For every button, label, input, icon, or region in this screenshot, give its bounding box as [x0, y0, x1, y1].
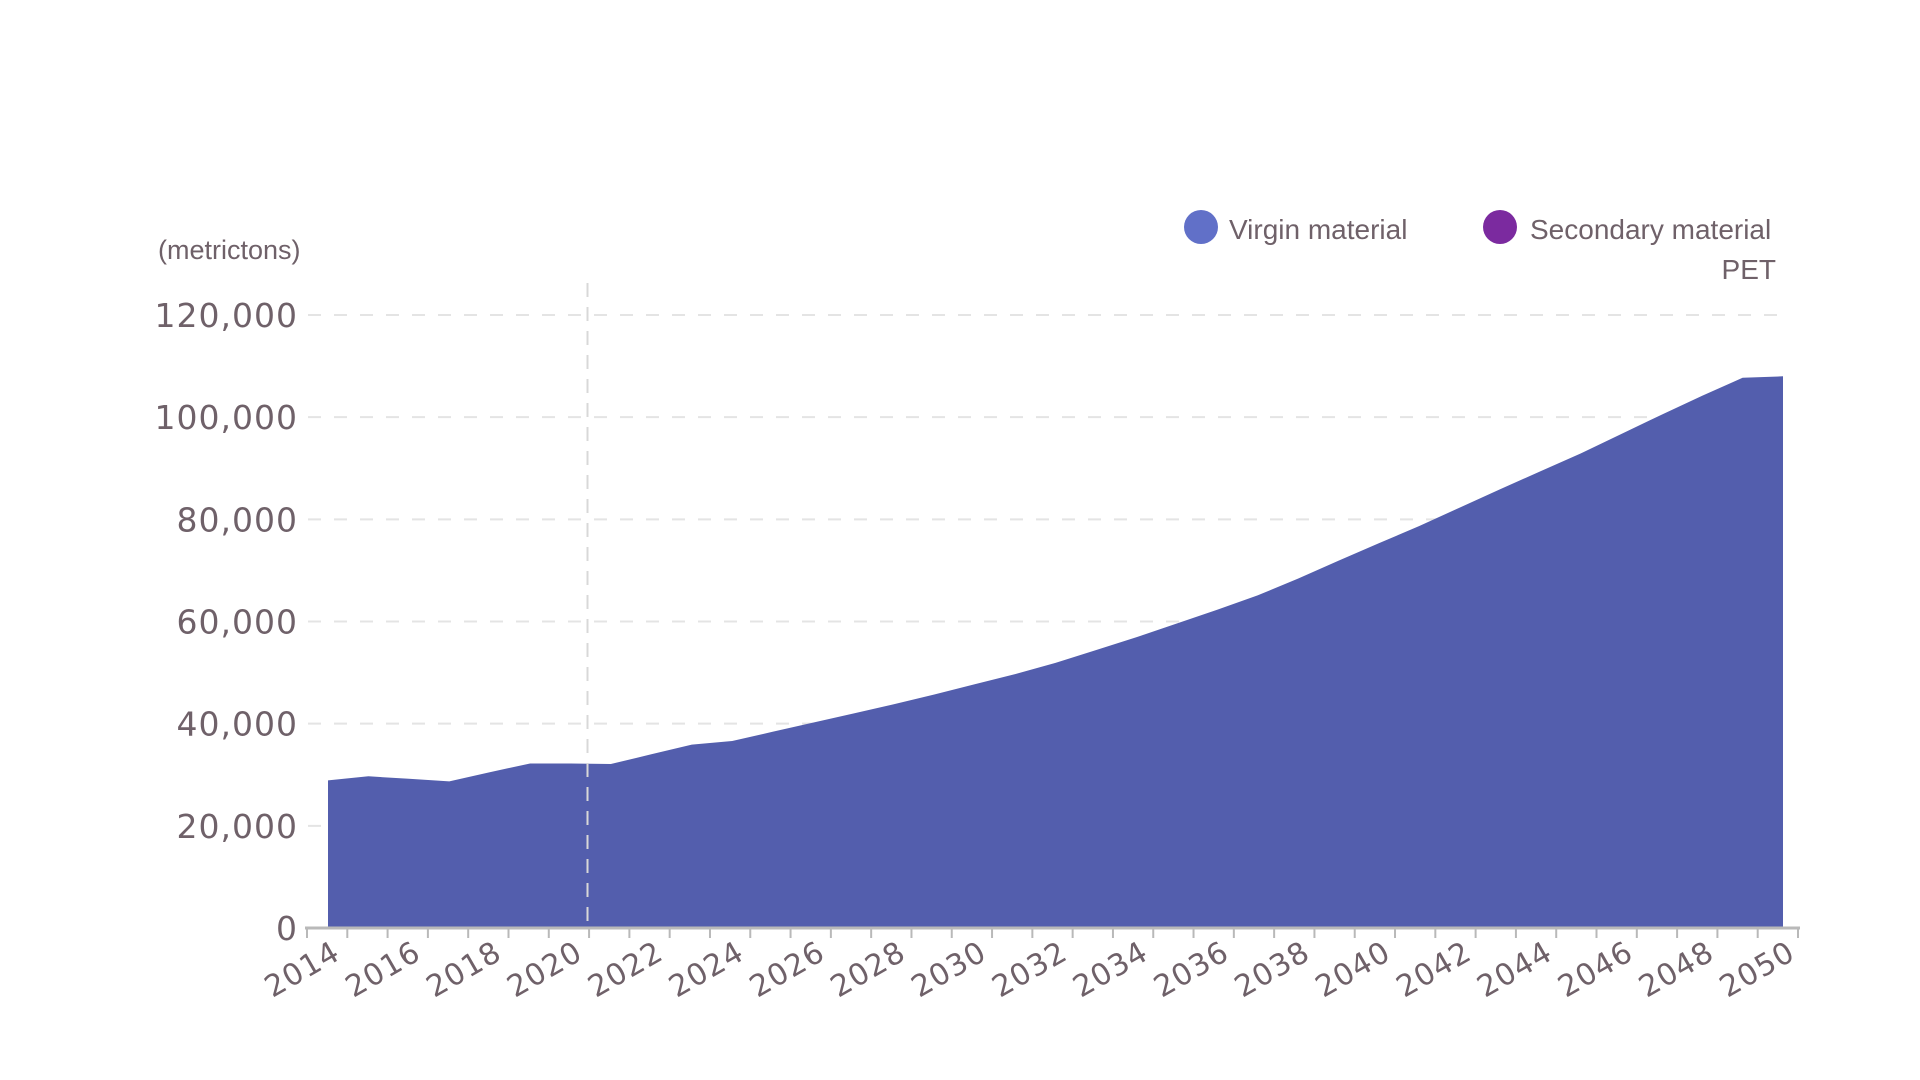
- x-axis: [305, 926, 1800, 938]
- y-tick-label: 0: [276, 909, 298, 948]
- y-tick-label: 20,000: [177, 807, 298, 846]
- x-tick-label: 2044: [1471, 935, 1558, 1005]
- x-tick-label: 2030: [906, 935, 993, 1005]
- area-series-layer: [328, 376, 1783, 928]
- y-tick-label: 40,000: [177, 705, 298, 744]
- x-tick-label: 2014: [259, 935, 346, 1005]
- y-tick-label: 60,000: [177, 603, 298, 642]
- x-axis-ticks: 2014201620182020202220242026202820302032…: [259, 935, 1801, 1005]
- x-tick-label: 2016: [340, 935, 427, 1005]
- x-tick-label: 2046: [1552, 935, 1639, 1005]
- legend-label-virgin-material: Virgin material: [1229, 214, 1407, 245]
- x-tick-label: 2050: [1714, 935, 1801, 1005]
- x-tick-label: 2036: [1148, 935, 1235, 1005]
- y-axis-ticks: 0 20,000 40,000 60,000 80,000 100,000 120,000: [155, 296, 298, 948]
- x-tick-label: 2024: [663, 935, 750, 1005]
- x-tick-label: 2022: [582, 935, 669, 1005]
- x-tick-label: 2018: [421, 935, 508, 1005]
- y-tick-label: 80,000: [177, 500, 298, 539]
- x-tick-label: 2034: [1067, 935, 1154, 1005]
- y-tick-label: 100,000: [155, 398, 298, 437]
- legend-label-secondary-material: Secondary material: [1530, 214, 1771, 245]
- chart-subtitle: PET: [1722, 254, 1776, 285]
- area-series-virgin-material: [328, 376, 1783, 928]
- x-tick-label: 2028: [825, 935, 912, 1005]
- x-tick-label: 2040: [1310, 935, 1397, 1005]
- legend-swatch-virgin-material: [1184, 210, 1218, 244]
- legend-item-secondary[interactable]: Secondary material: [1483, 210, 1771, 245]
- legend-item-virgin[interactable]: Virgin material: [1184, 210, 1407, 245]
- x-tick-label: 2042: [1391, 935, 1478, 1005]
- legend: Virgin material Secondary material: [1184, 210, 1771, 245]
- x-tick-label: 2048: [1633, 935, 1720, 1005]
- x-tick-label: 2038: [1229, 935, 1316, 1005]
- x-tick-label: 2032: [986, 935, 1073, 1005]
- x-tick-label: 2026: [744, 935, 831, 1005]
- y-tick-label: 120,000: [155, 296, 298, 335]
- y-unit-label: (metrictons): [158, 235, 301, 265]
- legend-swatch-secondary-material: [1483, 210, 1517, 244]
- x-tick-label: 2020: [501, 935, 588, 1005]
